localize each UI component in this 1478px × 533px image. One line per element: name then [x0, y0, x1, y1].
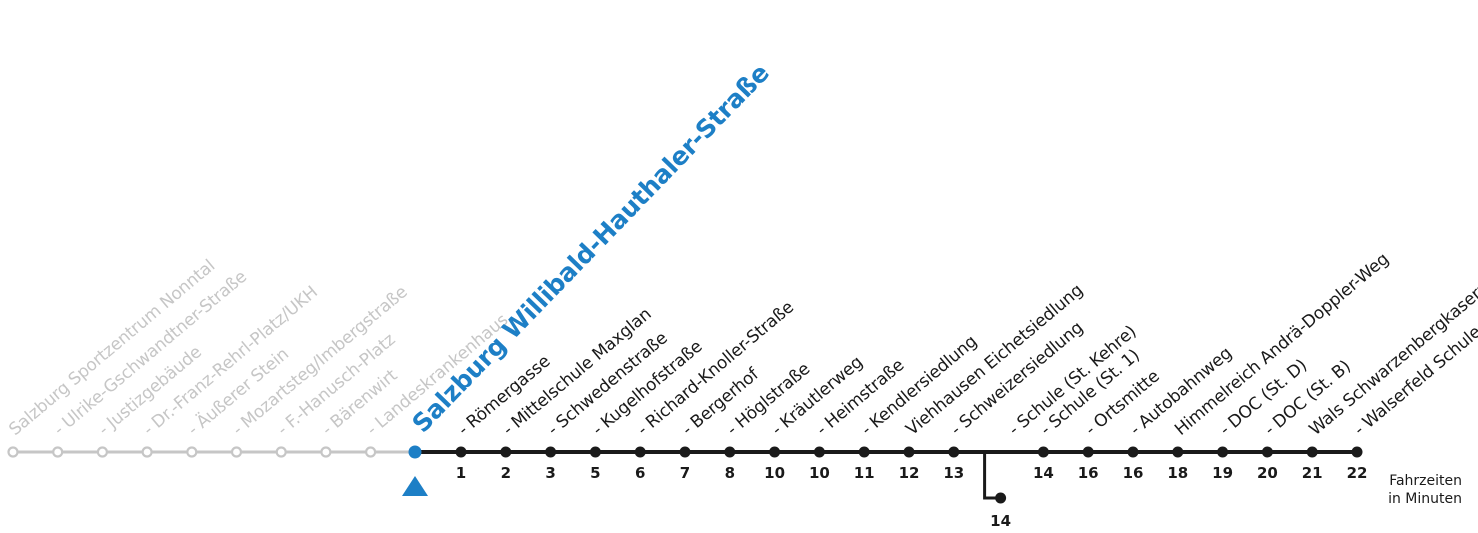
future-stop-marker	[634, 446, 646, 458]
travel-time: 6	[635, 464, 645, 482]
branch-line	[983, 452, 1007, 504]
travel-time: 1	[456, 464, 466, 482]
current-stop-group: Salzburg Willibald-Hauthaler-Straße	[402, 58, 775, 496]
past-stop-marker	[141, 446, 153, 458]
travel-time: 5	[590, 464, 600, 482]
future-stop-marker	[948, 446, 960, 458]
travel-time: 2	[501, 464, 511, 482]
future-stop-marker	[1306, 446, 1318, 458]
current-position-arrow	[402, 476, 428, 496]
past-stop-marker	[186, 446, 198, 458]
future-stop-marker	[1082, 446, 1094, 458]
travel-time: 16	[1078, 464, 1099, 482]
past-stop-marker	[7, 446, 19, 458]
stop-labels: Salzburg Sportzentrum Nonntal- Ulrike-Gs…	[5, 249, 1478, 440]
travel-time: 16	[1123, 464, 1144, 482]
future-stop-marker	[903, 446, 915, 458]
branch-stop-marker	[995, 492, 1007, 504]
future-stop-marker	[1172, 446, 1184, 458]
travel-time: 11	[854, 464, 875, 482]
past-stop-marker	[52, 446, 64, 458]
travel-time: 13	[943, 464, 964, 482]
future-stop-marker	[1127, 446, 1139, 458]
travel-time: 8	[725, 464, 735, 482]
past-stop-marker	[365, 446, 377, 458]
past-stop-marker	[96, 446, 109, 458]
future-stop-marker	[589, 446, 601, 458]
future-stop-marker	[1037, 446, 1049, 458]
travel-time: 18	[1167, 464, 1188, 482]
travel-time: 20	[1257, 464, 1278, 482]
future-stop-marker	[545, 446, 557, 458]
travel-time: 12	[899, 464, 920, 482]
legend-line-2: in Minuten	[1388, 491, 1462, 507]
travel-times: 141 2 3 5 6 7 8 10 10 11 12 13 14 16 16 18 19 20 21 22	[456, 464, 1368, 530]
past-stop-marker	[230, 446, 243, 458]
travel-time: 10	[809, 464, 830, 482]
travel-time: 21	[1302, 464, 1323, 482]
travel-time: 14	[1033, 464, 1054, 482]
travel-time: 3	[545, 464, 555, 482]
future-stop-marker	[813, 446, 825, 458]
current-stop-marker	[408, 445, 422, 459]
branch-path	[983, 452, 1001, 500]
legend: Fahrzeiten in Minuten	[1388, 473, 1462, 507]
future-stop-marker	[769, 446, 781, 458]
past-stop-marker	[275, 446, 287, 458]
travel-time: 22	[1347, 464, 1368, 482]
travel-time: 7	[680, 464, 690, 482]
future-stop-marker	[1351, 446, 1363, 458]
current-stop-label: Salzburg Willibald-Hauthaler-Straße	[406, 58, 774, 438]
future-stop-marker	[1261, 446, 1273, 458]
travel-time: 10	[764, 464, 785, 482]
future-stop-marker	[679, 446, 691, 458]
travel-time: 19	[1212, 464, 1233, 482]
future-stop-marker	[500, 446, 512, 458]
future-stop-marker	[858, 446, 870, 458]
future-stop-marker	[1217, 446, 1229, 458]
branch-time: 14	[990, 512, 1011, 530]
stop-markers	[7, 446, 1363, 458]
legend-line-1: Fahrzeiten	[1389, 473, 1462, 489]
future-stop-marker	[724, 446, 736, 458]
past-stop-marker	[320, 446, 332, 458]
future-stop-marker	[455, 446, 467, 458]
